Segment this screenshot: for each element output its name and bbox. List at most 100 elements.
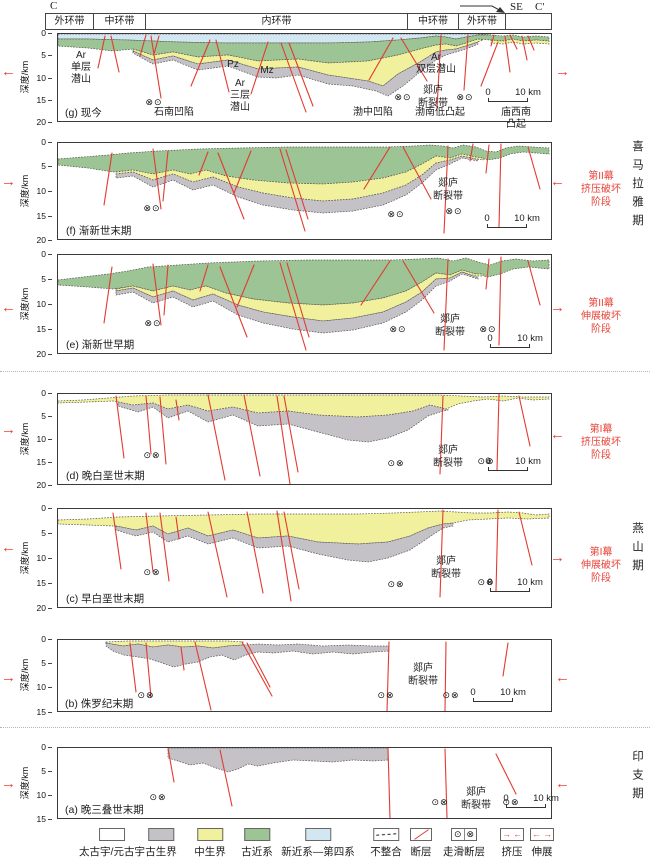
axis-tick: 5: [30, 161, 52, 171]
stage-2-extension-label: 第II幕 伸展破坏 阶段: [581, 298, 621, 335]
depth-axis-label-c: 深度/km: [20, 541, 30, 575]
circle-cross-icon: ⊗: [466, 829, 475, 839]
strike-slip-symbols: ⊙⊗: [143, 567, 161, 577]
axis-tick: 5: [30, 50, 52, 60]
compression-arrow-left-a: →: [1, 775, 16, 792]
compression-arrow-left-b: →: [1, 669, 16, 686]
scale-ten-km: 10 km: [515, 87, 541, 98]
unconformity-icon: [375, 833, 397, 836]
legend-fault: 断层: [410, 828, 432, 859]
strike-slip-symbols: ⊙⊗: [387, 579, 405, 589]
scale-ten-km: 10 km: [500, 687, 526, 698]
strike-slip-symbols: ⊙⊗: [431, 797, 449, 807]
scale-ten-km: 10 km: [517, 577, 543, 588]
axis-tick: 10: [30, 73, 52, 83]
axis-tick: 20: [30, 603, 52, 613]
scale-bar: 0 10 km: [487, 333, 543, 348]
compression-arrow-right-d: ←: [550, 426, 565, 443]
scale-bar-line: [488, 98, 528, 102]
panel-caption: (e) 渐新世早期: [66, 339, 135, 351]
scale-bar: 0 10 km: [484, 213, 540, 228]
axis-tick: 5: [30, 411, 52, 421]
scale-bar: 0 10 km: [485, 87, 541, 102]
stage-1-compression-label: 第I幕 挤压破坏 阶段: [581, 424, 621, 461]
cross-section-d: [58, 394, 550, 484]
cross-section-e: [58, 256, 550, 351]
label-ar-triple-buried-hill: Ar 三层 潜山: [230, 78, 250, 113]
axis-tick: 10: [30, 790, 52, 800]
axis-tick: 0: [30, 137, 52, 147]
fault-lines: [103, 256, 541, 351]
axis-tick: 15: [30, 324, 52, 334]
compression-arrow-right-a: ←: [555, 775, 570, 792]
fault-icon: [413, 829, 429, 840]
scale-bar-line: [487, 224, 527, 228]
axis-tick: 15: [30, 814, 52, 824]
panel-caption: (c) 早白垩世末期: [66, 593, 145, 605]
scale-zero: 0: [484, 213, 490, 224]
axis-tick: 0: [30, 742, 52, 752]
panel-g-present: (g) 现今 Ar 单层 潜山 石南凹陷 Pz Mz Ar 三层 潜山 渤中凹陷…: [57, 33, 552, 130]
fault-lines: [112, 509, 533, 602]
scale-zero: 0: [503, 793, 509, 804]
scale-ten-km: 10 km: [517, 333, 543, 344]
paleozoic-layer: [105, 642, 390, 668]
strike-slip-symbols: ⊗⊙: [145, 97, 163, 107]
label-mz: Mz: [260, 65, 274, 76]
axis-tick: 5: [30, 766, 52, 776]
legend-paleozoic: 古生界: [145, 828, 177, 859]
panel-e-early-oligocene: (e) 渐新世早期 郯庐 断裂带 ⊗⊙ ⊗⊙ ⊗⊙ 0 10 km: [57, 254, 552, 354]
fault-lines: [129, 641, 509, 711]
strike-slip-symbols: ⊙⊗: [137, 690, 155, 700]
depth-axis-label-d: 深度/km: [20, 422, 30, 456]
scale-bar-line: [473, 698, 513, 702]
scale-bar: 0 10 km: [470, 687, 526, 702]
strike-slip-symbols: ⊙⊗: [387, 458, 405, 468]
circle-dot-icon: ⊙: [453, 829, 462, 839]
strike-slip-symbols: ⊗⊙: [394, 92, 412, 102]
label-tanlu-fault-zone: 郯庐 断裂带: [461, 787, 491, 811]
zone-outer-ring-left: 外环带: [45, 13, 94, 30]
cross-section-c: [58, 509, 550, 602]
strike-slip-symbols: ⊙⊗: [477, 577, 495, 587]
label-tanlu-fault-zone: 郯庐 断裂带: [433, 445, 463, 469]
axis-tick: 5: [30, 274, 52, 284]
zone-middle-ring-left: 中环带: [93, 13, 146, 30]
scale-bar: 0 10 km: [487, 577, 543, 592]
axis-tick: 0: [30, 503, 52, 513]
direction-label: SE: [510, 1, 523, 13]
axis-tick: 15: [30, 457, 52, 467]
label-ar-single-buried-hill: Ar 单层 潜山: [71, 50, 91, 85]
zone-outer-ring-right: 外环带: [458, 13, 506, 30]
paleozoic-layer: [117, 401, 449, 443]
extension-arrow-right-e: →: [550, 299, 565, 316]
axis-tick: 0: [30, 249, 52, 259]
paleogene-layer: [58, 257, 550, 306]
stage-divider-bottom: [0, 727, 650, 728]
extension-arrow-left-c: ←: [1, 539, 16, 556]
legend-strike-slip-fault: ⊙ ⊗ 走滑断层: [443, 828, 485, 858]
axis-tick: 20: [30, 480, 52, 490]
panel-a-end-late-triassic: (a) 晚三叠世末期 郯庐 断裂带 ⊙⊗ ⊙⊗ ⊙⊗ 0 10 km: [57, 747, 559, 819]
compression-arrow-right-f: ←: [550, 173, 565, 190]
panel-caption: (b) 侏罗纪末期: [65, 698, 134, 710]
axis-tick: 0: [30, 634, 52, 644]
depth-axis-label-a: 深度/km: [20, 766, 30, 800]
cross-section-f: [58, 143, 550, 234]
axis-tick: 5: [30, 528, 52, 538]
fault-lines: [103, 143, 541, 234]
extension-arrow-right-c: →: [550, 549, 565, 566]
legend-compression: → ← 挤压: [500, 828, 524, 858]
scale-zero: 0: [487, 333, 493, 344]
axis-tick: 20: [30, 235, 52, 245]
scale-bar-line: [488, 467, 528, 471]
depth-axis-label-e: 深度/km: [20, 287, 30, 321]
label-tanlu-fault-zone: 郯庐 断裂带: [408, 663, 438, 687]
scale-bar-line: [506, 804, 546, 808]
compression-arrow-left-d: →: [1, 421, 16, 438]
extension-arrow-left-e: ←: [1, 299, 16, 316]
legend-neogene-quaternary: 新近系—第四系: [281, 828, 355, 859]
fault-lines: [167, 748, 517, 818]
axis-tick: 15: [30, 211, 52, 221]
